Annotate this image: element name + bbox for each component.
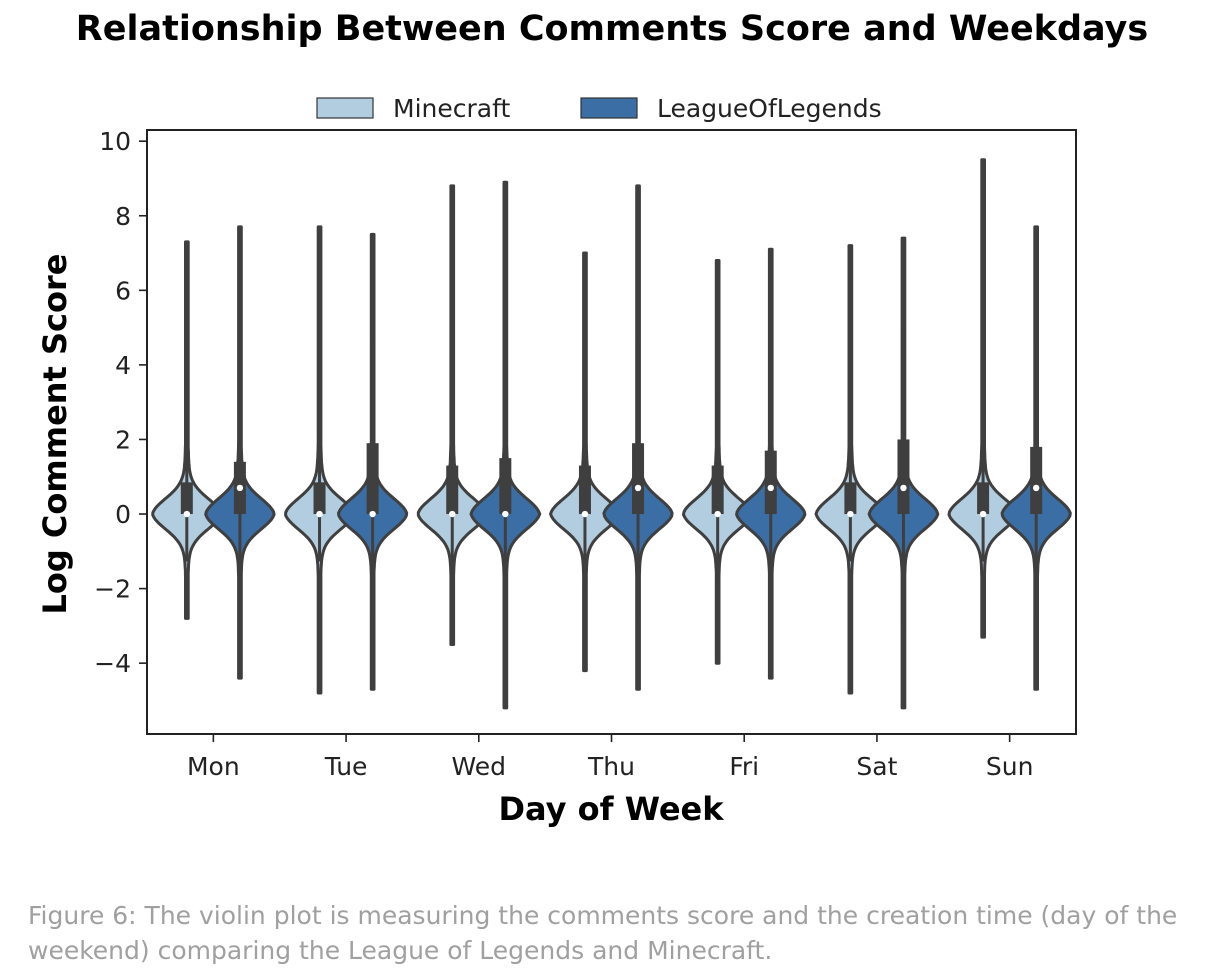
violin-iqr-box [632, 443, 645, 515]
violin-leagueoflegends-fri [735, 247, 807, 680]
y-tick-label: 6 [115, 276, 131, 305]
violin-minecraft-sun [947, 158, 1019, 639]
y-axis: −4 −2 0 2 4 6 8 10 [94, 127, 147, 678]
violin-minecraft-fri [682, 259, 754, 665]
y-tick-label: 10 [99, 127, 131, 156]
y-tick-label: 8 [115, 202, 131, 231]
violin-iqr-box [977, 482, 990, 515]
violin-iqr-box [1030, 446, 1043, 515]
x-tick-label-sun: Sun [986, 752, 1034, 781]
violin-median-dot [502, 510, 509, 518]
legend-label-minecraft: Minecraft [393, 94, 510, 123]
violin-median-dot [979, 510, 987, 518]
violin-iqr-box [711, 465, 724, 515]
legend-swatch-leagueoflegends [580, 97, 638, 119]
violin-minecraft-sat [814, 244, 887, 695]
violin-median-dot [581, 510, 589, 518]
violin-iqr-box [897, 439, 910, 515]
violin-leagueoflegends-mon [204, 225, 276, 680]
violin-leagueoflegends-wed [469, 180, 542, 710]
x-tick-label-fri: Fri [729, 752, 759, 781]
violin-iqr-box [844, 482, 857, 515]
violin-iqr-box [446, 465, 459, 515]
violin-median-dot [714, 510, 721, 518]
x-tick-label-mon: Mon [187, 752, 240, 781]
y-axis-label: Log Comment Score [36, 254, 74, 615]
x-tick-label-wed: Wed [452, 752, 507, 781]
violin-iqr-box [313, 482, 326, 515]
chart-title: Relationship Between Comments Score and … [76, 9, 1148, 49]
y-tick-label: 0 [115, 500, 131, 529]
violin-leagueoflegends-sun [1000, 225, 1072, 691]
violin-minecraft-tue [284, 225, 355, 695]
violin-median-dot [449, 510, 456, 518]
violin-iqr-box [578, 465, 591, 515]
violin-median-dot [236, 484, 244, 492]
figure-caption: Figure 6: The violin plot is measuring t… [28, 901, 1178, 965]
violin-median-dot [369, 510, 376, 518]
x-axis-label: Day of Week [498, 790, 724, 828]
violin-iqr-box [180, 482, 193, 515]
violin-body [151, 240, 223, 620]
x-tick-label-thu: Thu [587, 752, 635, 781]
y-tick-label: 4 [115, 351, 131, 380]
violin-leagueoflegends-thu [602, 184, 674, 691]
legend-label-leagueoflegends: LeagueOfLegends [657, 94, 882, 123]
violin-body [947, 158, 1019, 639]
violins-group [151, 158, 1072, 710]
violin-iqr-box [366, 443, 379, 515]
y-tick-label: −2 [94, 575, 131, 604]
plot-frame [146, 129, 1077, 735]
violin-median-dot [767, 484, 774, 492]
violin-chart: Relationship Between Comments Score and … [36, 9, 1148, 828]
violin-leagueoflegends-sat [867, 236, 940, 710]
x-tick-label-sat: Sat [856, 752, 897, 781]
violin-minecraft-thu [549, 251, 621, 673]
violin-median-dot [1032, 484, 1040, 492]
x-axis: Mon Tue Wed Thu Fri Sat Sun [187, 734, 1033, 781]
legend-swatch-minecraft [316, 97, 374, 119]
violin-median-dot [847, 510, 854, 518]
violin-median-dot [900, 484, 907, 492]
violin-iqr-box [764, 450, 777, 515]
violin-minecraft-mon [151, 240, 223, 620]
violin-median-dot [316, 510, 323, 518]
y-tick-label: 2 [115, 425, 131, 454]
violin-minecraft-wed [416, 184, 488, 646]
violin-median-dot [183, 510, 191, 518]
violin-iqr-box [499, 458, 512, 515]
x-tick-label-tue: Tue [324, 752, 368, 781]
legend: Minecraft LeagueOfLegends [316, 94, 882, 123]
y-tick-label: −4 [94, 649, 131, 678]
violin-leagueoflegends-tue [337, 232, 409, 691]
violin-median-dot [634, 484, 642, 492]
